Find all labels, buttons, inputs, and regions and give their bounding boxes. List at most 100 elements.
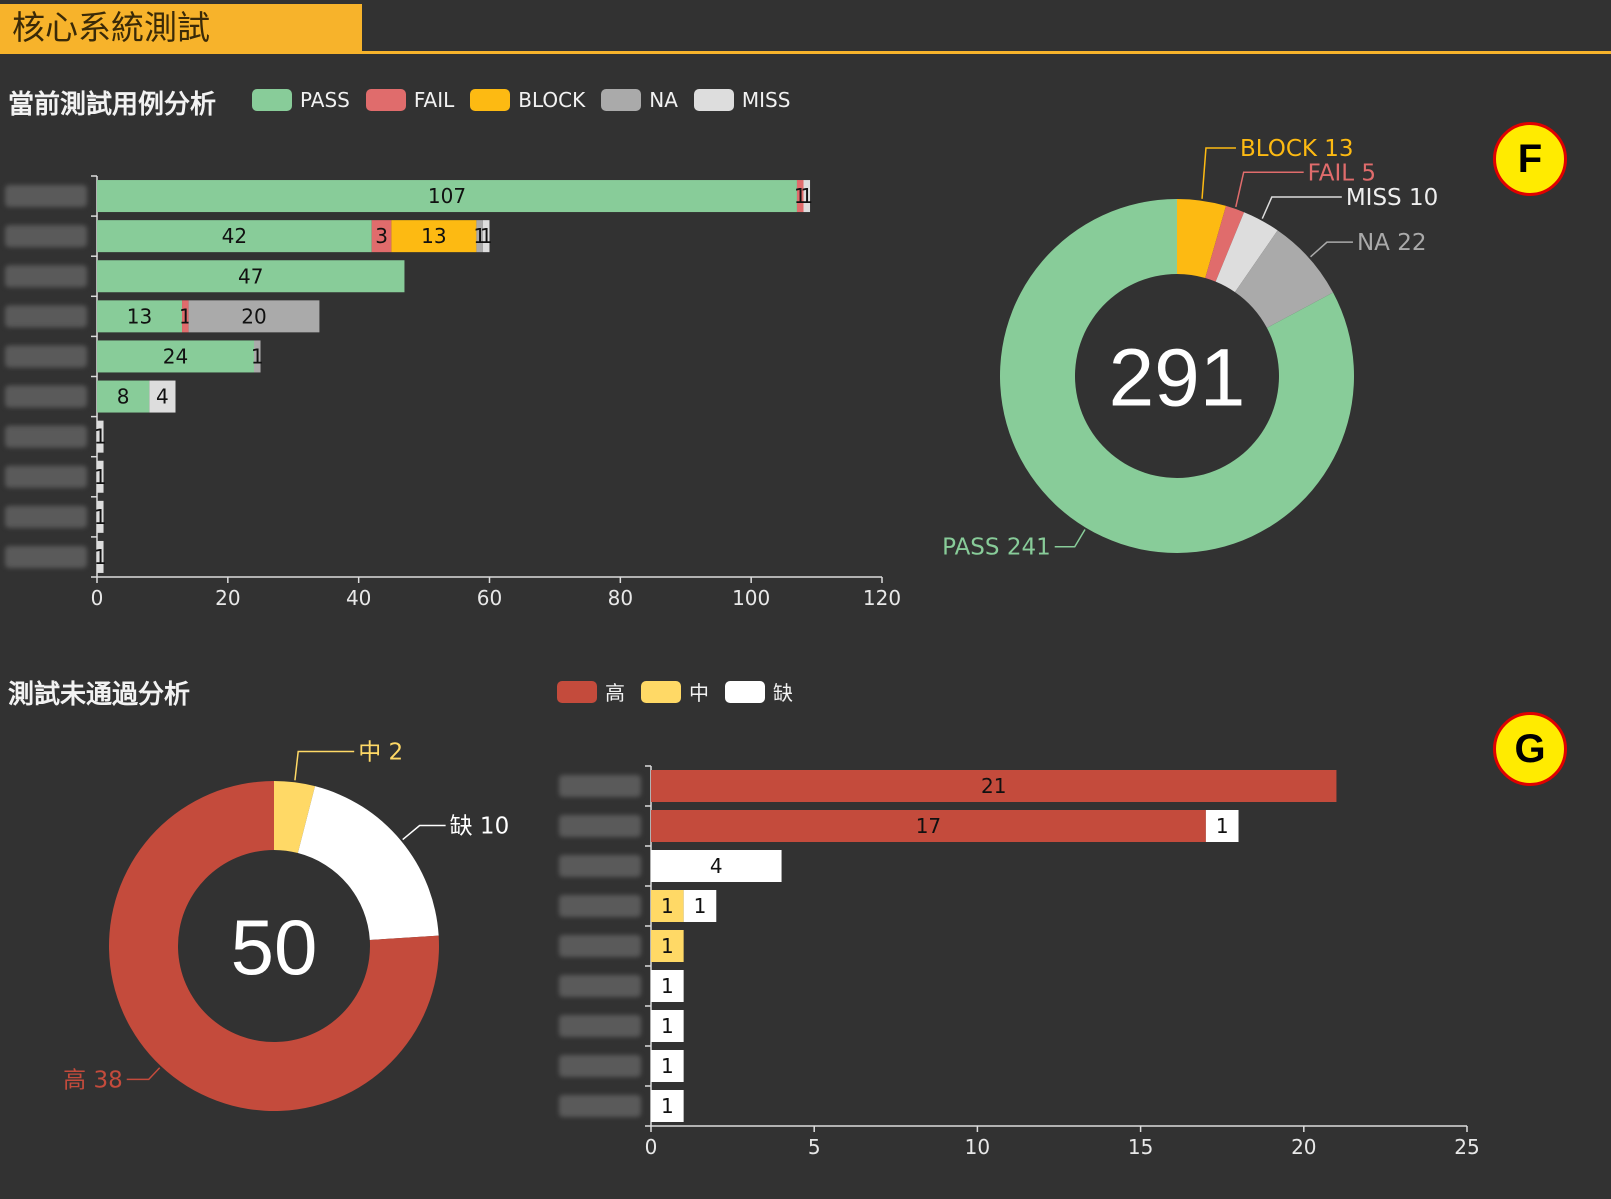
case-category-label	[5, 465, 87, 488]
fail-category-label	[559, 1015, 641, 1037]
fail-donut-slice[interactable]	[108, 781, 439, 1111]
case-bar-segment[interactable]	[97, 420, 104, 453]
legend-swatch	[725, 680, 765, 703]
case-bar-segment[interactable]	[97, 460, 104, 493]
legend-item-2[interactable]: 缺	[725, 677, 793, 706]
case-category-label	[5, 185, 87, 208]
fail-leader-line	[126, 1067, 161, 1081]
legend-swatch	[365, 89, 406, 111]
case-slice-label: BLOCK 13	[1240, 136, 1354, 162]
case-donut-total: 291	[1109, 333, 1246, 424]
fail-category-label	[559, 895, 641, 917]
legend-item-3[interactable]: NA	[601, 88, 678, 112]
case-bar-value-label: 1	[94, 425, 107, 449]
fail-bar-segment[interactable]	[1205, 810, 1239, 842]
legend-item-4[interactable]: MISS	[693, 88, 791, 112]
fail-bar-segment[interactable]	[651, 1050, 684, 1082]
case-donut-slice[interactable]	[1000, 199, 1354, 553]
case-bar-value-label: 1	[473, 224, 486, 248]
fail-bar-segment[interactable]	[651, 770, 1337, 802]
fail-bar-segment[interactable]	[651, 970, 684, 1002]
case-bar-segment[interactable]	[97, 180, 797, 213]
case-bar-segment[interactable]	[803, 180, 811, 213]
case-bar-segment[interactable]	[97, 260, 405, 293]
fail-category-label	[559, 855, 641, 877]
fail-bar-value-label: 17	[916, 814, 941, 838]
case-bar-segment[interactable]	[97, 500, 104, 533]
legend-label: 缺	[773, 681, 793, 705]
case-bar-value-label: 13	[421, 224, 446, 248]
case-bar-segment[interactable]	[482, 220, 490, 253]
case-bar-segment[interactable]	[97, 300, 183, 333]
case-leader-line	[1201, 147, 1236, 199]
fail-bar-value-label: 1	[661, 974, 674, 998]
fail-bar-value-label: 1	[661, 1094, 674, 1118]
case-x-tick-label: 0	[91, 586, 104, 610]
fail-donut-slice[interactable]	[274, 781, 316, 854]
fail-bar-value-label: 21	[981, 774, 1006, 798]
legend-item-1[interactable]: 中	[641, 677, 709, 706]
case-bar-segment[interactable]	[97, 220, 372, 253]
fail-x-tick-label: 15	[1128, 1135, 1153, 1159]
case-bar-value-label: 1	[794, 184, 807, 208]
fail-analysis-title: 測試未通過分析	[8, 680, 191, 710]
case-bar-value-label: 107	[428, 184, 466, 208]
case-bar-value-label: 1	[251, 344, 264, 368]
legend-swatch	[557, 680, 597, 703]
case-bar-value-label: 47	[238, 264, 263, 288]
case-bar-segment[interactable]	[371, 220, 392, 253]
legend-swatch	[693, 89, 734, 111]
fail-bar-segment[interactable]	[651, 1090, 684, 1122]
fail-donut-slice[interactable]	[297, 786, 439, 940]
case-slice-label: PASS 241	[942, 535, 1051, 561]
fail-bar-segment[interactable]	[683, 890, 717, 922]
case-bar-segment[interactable]	[149, 380, 176, 413]
legend-item-2[interactable]: BLOCK	[470, 88, 585, 112]
fail-bar-segment[interactable]	[651, 850, 782, 882]
legend-label: 中	[689, 681, 709, 705]
case-bar-segment[interactable]	[97, 380, 150, 413]
case-bar-segment[interactable]	[182, 300, 189, 333]
fail-bar-segment[interactable]	[651, 890, 684, 922]
case-bar-segment[interactable]	[391, 220, 477, 253]
legend-item-0[interactable]: 高	[557, 677, 625, 706]
legend-label: 高	[605, 681, 625, 705]
case-category-label	[5, 545, 87, 568]
case-leader-line	[1054, 529, 1086, 548]
case-donut-slice[interactable]	[1234, 230, 1334, 328]
fail-bar-segment[interactable]	[651, 1010, 684, 1042]
legend-swatch	[641, 680, 681, 703]
legend-swatch	[470, 89, 511, 111]
legend-label: MISS	[741, 88, 791, 112]
case-donut-slice[interactable]	[1215, 212, 1278, 293]
case-bar-value-label: 3	[375, 224, 388, 248]
case-bar-segment[interactable]	[97, 540, 104, 573]
case-bar-value-label: 20	[241, 304, 266, 328]
case-bar-value-label: 1	[179, 304, 192, 328]
case-category-label	[5, 345, 87, 368]
case-bar-value-label: 1	[94, 545, 107, 569]
case-bar-value-label: 8	[117, 385, 130, 409]
fail-bar-segment[interactable]	[651, 810, 1206, 842]
fail-bar-segment[interactable]	[651, 930, 684, 962]
legend-item-1[interactable]: FAIL	[365, 88, 454, 112]
case-leader-line	[1261, 196, 1342, 219]
fail-x-tick-label: 5	[808, 1135, 821, 1159]
case-x-tick-label: 40	[346, 586, 371, 610]
legend-label: BLOCK	[518, 88, 586, 112]
case-leader-line	[1235, 171, 1304, 208]
case-category-label	[5, 225, 87, 248]
case-donut-slice[interactable]	[1177, 199, 1227, 278]
case-bar-value-label: 1	[480, 224, 493, 248]
case-bar-segment[interactable]	[254, 340, 261, 373]
case-bar-segment[interactable]	[796, 180, 804, 213]
case-bar-segment[interactable]	[188, 300, 320, 333]
case-donut-slice[interactable]	[1205, 205, 1245, 282]
case-bar-segment[interactable]	[97, 340, 254, 373]
legend-item-0[interactable]: PASS	[252, 88, 350, 112]
case-bar-segment[interactable]	[476, 220, 483, 253]
